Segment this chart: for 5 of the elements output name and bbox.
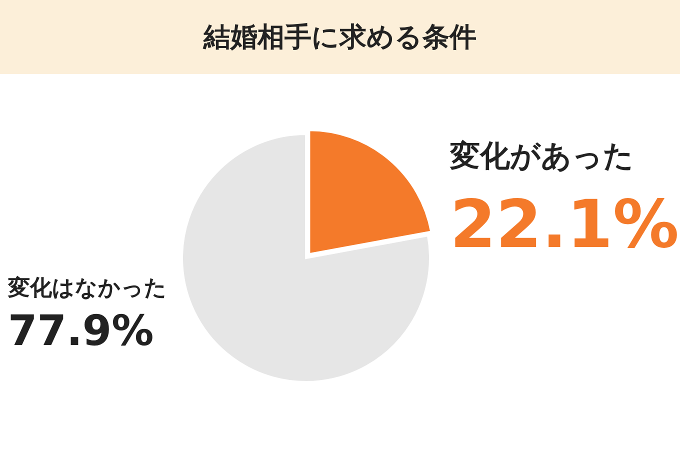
slice-label: 変化があった — [450, 138, 635, 176]
data-label: 77.9% — [8, 306, 155, 356]
chart-title: 結婚相手に求める条件 — [0, 0, 680, 74]
data-label: 22.1% — [450, 185, 679, 264]
slice-label: 変化はなかった — [8, 274, 167, 304]
